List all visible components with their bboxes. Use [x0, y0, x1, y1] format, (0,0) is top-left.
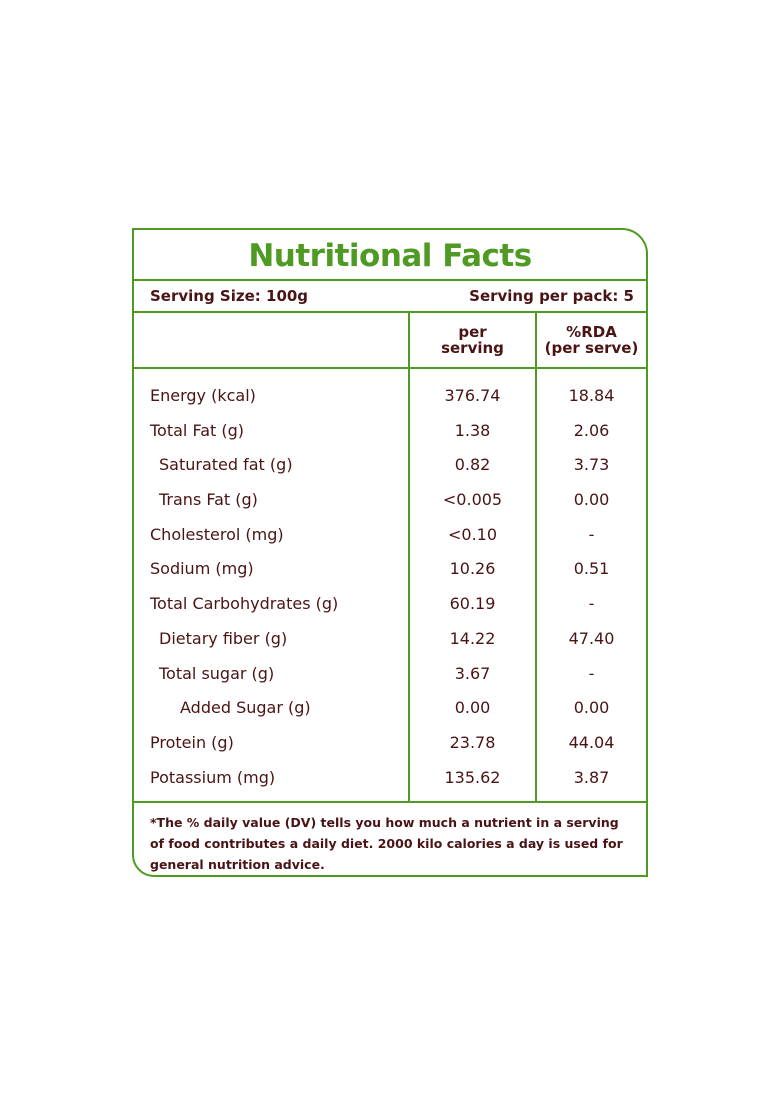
nutrient-name: Saturated fat (g) — [159, 455, 293, 475]
rda-value: 2.06 — [573, 420, 610, 440]
header-rda-line2: (per serve) — [544, 339, 639, 357]
nutrient-name: Total Fat (g) — [150, 420, 244, 440]
nutrition-facts-panel: Nutritional Facts Serving Size: 100g Ser… — [132, 228, 648, 877]
nutrient-name: Sodium (mg) — [150, 559, 254, 579]
rda-value: 0.00 — [573, 698, 610, 718]
rda-value: - — [588, 524, 595, 544]
column-header-row: per serving %RDA (per serve) — [134, 313, 646, 369]
rda-value: 0.51 — [573, 559, 610, 579]
panel-title: Nutritional Facts — [134, 230, 646, 281]
nutrient-name: Protein (g) — [150, 732, 234, 752]
rda-value: 44.04 — [568, 732, 615, 752]
per-serving-value: <0.10 — [447, 524, 498, 544]
footnote: *The % daily value (DV) tells you how mu… — [134, 803, 646, 875]
rda-column: 18.84 2.06 3.73 0.00 - 0.51 - 47.40 - 0.00 44.04 3.… — [537, 369, 646, 801]
serving-info-row: Serving Size: 100g Serving per pack: 5 — [134, 281, 646, 313]
per-serving-value: 60.19 — [449, 594, 496, 614]
footnote-line: of food contributes a daily diet. 2000 k… — [150, 836, 623, 851]
nutrient-name-column: Energy (kcal) Total Fat (g) Saturated fat … — [134, 369, 410, 801]
header-per-serving-line1: per — [458, 323, 487, 341]
nutrient-name: Added Sugar (g) — [180, 698, 311, 718]
header-nutrient — [134, 313, 410, 367]
per-serving-value: 0.00 — [454, 698, 491, 718]
serving-size: Serving Size: 100g — [150, 287, 309, 305]
per-serving-value: 23.78 — [449, 732, 496, 752]
nutrient-table: Energy (kcal) Total Fat (g) Saturated fat … — [134, 369, 646, 803]
per-serving-column: 376.74 1.38 0.82 <0.005 <0.10 10.26 60.19 14.22… — [410, 369, 537, 801]
rda-value: - — [588, 663, 595, 683]
per-serving-value: 3.67 — [454, 663, 491, 683]
header-per-serving: per serving — [410, 313, 537, 367]
nutrient-name: Total sugar (g) — [159, 663, 275, 683]
header-rda-line1: %RDA — [566, 323, 617, 341]
nutrient-name: Trans Fat (g) — [159, 490, 258, 510]
rda-value: 3.73 — [573, 455, 610, 475]
rda-value: 0.00 — [573, 490, 610, 510]
per-serving-value: 135.62 — [444, 767, 501, 787]
per-serving-value: 376.74 — [444, 386, 501, 405]
nutrient-name: Cholesterol (mg) — [150, 524, 284, 544]
rda-value: 3.87 — [573, 767, 610, 787]
nutrient-name: Potassium (mg) — [150, 767, 276, 787]
nutrient-name: Energy (kcal) — [150, 386, 256, 405]
header-per-serving-line2: serving — [441, 339, 504, 357]
rda-value: - — [588, 594, 595, 614]
nutrient-name: Total Carbohydrates (g) — [150, 594, 339, 614]
per-serving-value: 1.38 — [454, 420, 491, 440]
rda-value: 47.40 — [568, 628, 615, 648]
per-serving-value: 0.82 — [454, 455, 491, 475]
nutrient-name: Dietary fiber (g) — [159, 628, 288, 648]
per-serving-value: 10.26 — [449, 559, 496, 579]
header-rda: %RDA (per serve) — [537, 313, 646, 367]
footnote-line: general nutrition advice. — [150, 857, 325, 872]
footnote-line: *The % daily value (DV) tells you how mu… — [150, 815, 619, 830]
serving-per-pack: Serving per pack: 5 — [469, 287, 634, 305]
per-serving-value: 14.22 — [449, 628, 496, 648]
rda-value: 18.84 — [568, 386, 615, 405]
per-serving-value: <0.005 — [442, 490, 503, 510]
